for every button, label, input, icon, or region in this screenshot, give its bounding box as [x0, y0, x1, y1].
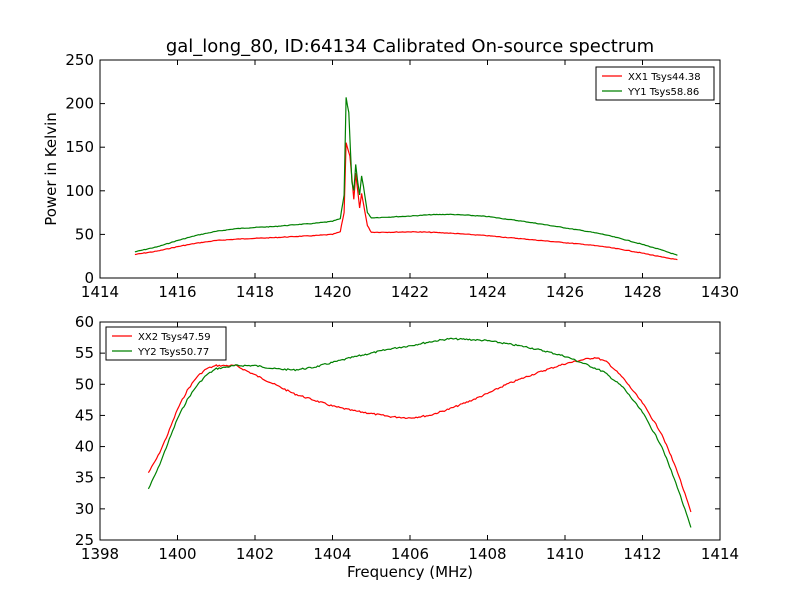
bottom-x-tick-label: 1404 [313, 545, 351, 563]
bottom-y-tick-label: 35 [75, 469, 94, 487]
top-x-tick-label: 1420 [313, 283, 351, 301]
bottom-x-tick-label: 1406 [391, 545, 429, 563]
bottom-legend-label-0: XX2 Tsys47.59 [138, 332, 211, 343]
top-chart-panel: gal_long_80, ID:64134 Calibrated On-sour… [42, 36, 739, 301]
top-y-tick-label: 250 [65, 51, 94, 69]
bottom-y-tick-label: 40 [75, 438, 94, 456]
top-legend-label-0: XX1 Tsys44.38 [628, 72, 701, 83]
top-x-tick-label: 1422 [391, 283, 429, 301]
bottom-x-tick-label: 1410 [546, 545, 584, 563]
bottom-y-tick-label: 30 [75, 500, 94, 518]
top-chart-legend: XX1 Tsys44.38 YY1 Tsys58.86 [595, 66, 715, 101]
top-legend-label-1: YY1 Tsys58.86 [627, 87, 699, 98]
bottom-x-tick-label: 1400 [158, 545, 196, 563]
top-series-line-1 [134, 97, 678, 256]
bottom-y-tick-label: 45 [75, 406, 94, 424]
bottom-series-line-1 [147, 337, 692, 528]
bottom-series-line-0 [147, 357, 692, 513]
top-x-tick-label: 1428 [623, 283, 661, 301]
top-y-tick-label: 0 [84, 269, 94, 287]
bottom-legend-label-1: YY2 Tsys50.77 [137, 347, 209, 358]
top-series-line-0 [134, 142, 678, 261]
bottom-chart-panel: Frequency (MHz) 1398 1400 1402 1404 1406 1408… [75, 313, 739, 581]
top-chart-title: gal_long_80, ID:64134 Calibrated On-sour… [166, 36, 654, 57]
top-x-tick-label: 1426 [546, 283, 584, 301]
bottom-y-tick-label: 50 [75, 375, 94, 393]
bottom-x-tick-label: 1414 [701, 545, 739, 563]
top-x-tick-label: 1416 [158, 283, 196, 301]
bottom-x-tick-label: 1402 [236, 545, 274, 563]
top-x-tick-label: 1430 [701, 283, 739, 301]
top-y-tick-label: 150 [65, 138, 94, 156]
top-legend-box [595, 66, 715, 101]
bottom-x-tick-label: 1412 [623, 545, 661, 563]
top-x-tick-label: 1418 [236, 283, 274, 301]
top-y-tick-label: 100 [65, 182, 94, 200]
bottom-chart-legend: XX2 Tsys47.59 YY2 Tsys50.77 [105, 326, 227, 361]
top-y-tick-label: 50 [75, 225, 94, 243]
bottom-x-tick-label: 1408 [468, 545, 506, 563]
top-chart-y-axis-label: Power in Kelvin [42, 112, 60, 226]
top-x-tick-label: 1414 [81, 283, 119, 301]
bottom-y-tick-label: 55 [75, 344, 94, 362]
top-x-tick-label: 1424 [468, 283, 506, 301]
bottom-y-tick-label: 25 [75, 531, 94, 549]
bottom-y-tick-label: 60 [75, 313, 94, 331]
bottom-x-tick-label: 1398 [81, 545, 119, 563]
bottom-legend-box [105, 326, 227, 361]
bottom-chart-x-axis-label: Frequency (MHz) [347, 563, 473, 581]
top-y-tick-label: 200 [65, 95, 94, 113]
